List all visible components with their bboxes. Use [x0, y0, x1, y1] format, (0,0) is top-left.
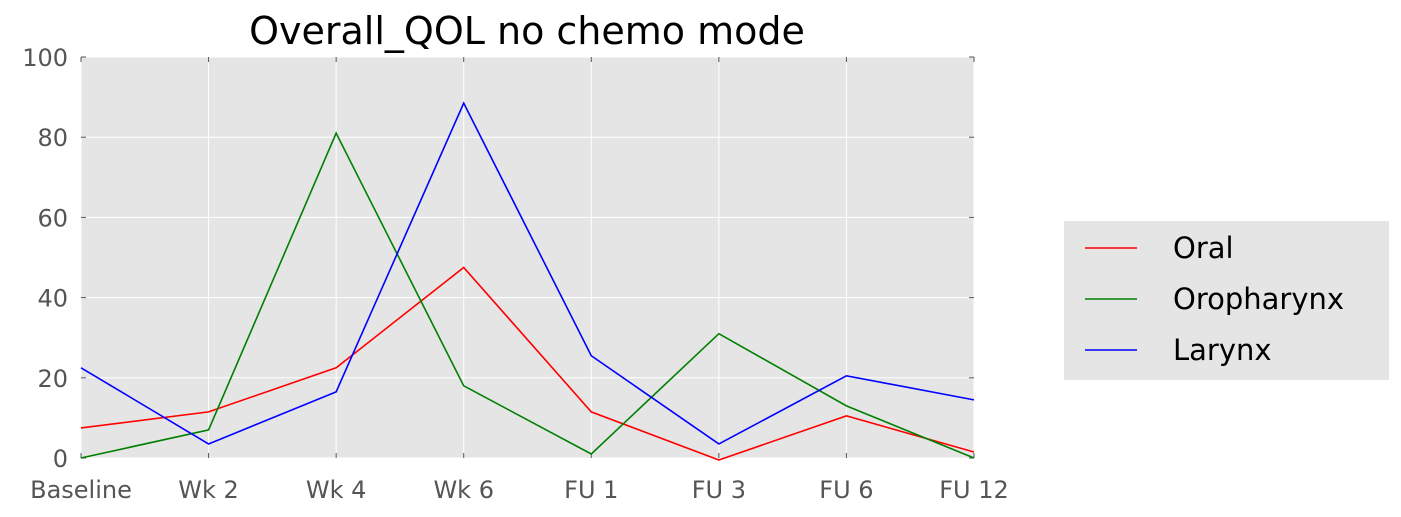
x-axis-tick-labels: Baseline Wk 2 Wk 4 Wk 6 FU 1 FU 3 FU 6 FU 12 [30, 476, 1009, 504]
legend-label-oral: Oral [1173, 231, 1234, 265]
legend-label-oropharynx: Oropharynx [1173, 282, 1344, 316]
x-tick-label: Baseline [30, 476, 132, 504]
x-tick-label: Wk 4 [306, 476, 367, 504]
series-line-oropharynx [80, 131, 975, 459]
legend-label-larynx: Larynx [1173, 333, 1272, 367]
y-tick-label: 100 [22, 44, 68, 72]
legend: Oral Oropharynx Larynx [1064, 221, 1389, 380]
x-tick-label: FU 12 [939, 476, 1009, 504]
series-line-oral [80, 266, 975, 461]
chart-title: Overall_QOL no chemo mode [249, 9, 805, 53]
x-tick-label: FU 1 [564, 476, 618, 504]
x-tick-label: FU 6 [819, 476, 873, 504]
y-tick-label: 60 [37, 204, 68, 232]
series-lines [80, 101, 975, 461]
x-tick-label: FU 3 [692, 476, 746, 504]
y-tick-label: 80 [37, 124, 68, 152]
x-tick-label: Wk 6 [433, 476, 494, 504]
x-tick-label: Wk 2 [178, 476, 239, 504]
plot-area [81, 57, 974, 458]
grid-lines [80, 56, 975, 459]
series-line-larynx [80, 101, 975, 445]
y-tick-label: 40 [37, 285, 68, 313]
y-tick-label: 20 [37, 365, 68, 393]
y-axis-tick-labels: 0 20 40 60 80 100 [22, 44, 68, 473]
y-tick-label: 0 [53, 445, 68, 473]
